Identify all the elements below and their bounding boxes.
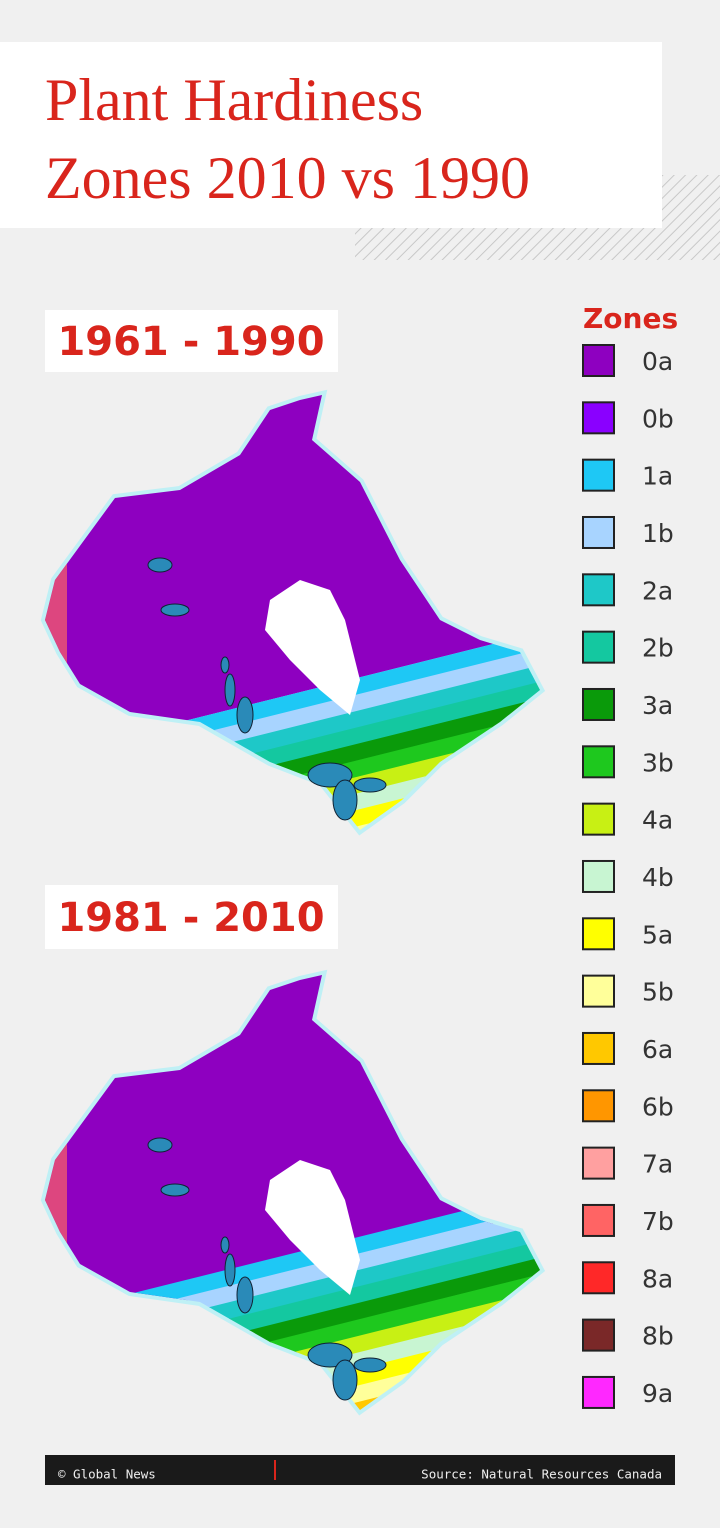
legend-label: 8a [642,1264,673,1293]
legend: 0a 0b 1a 1b 2a 2b 3a 3b 4a 4b 5a 5b 6a 6b 7a 7b 8a 8b 9a [582,344,674,1409]
legend-swatch [582,859,615,893]
legend-swatch [582,802,615,836]
legend-label: 2b [642,634,674,663]
title-box [0,42,662,228]
legend-label: 4b [642,863,674,892]
hudson-bay [265,580,360,715]
legend-swatch [582,917,615,951]
lake [220,656,230,674]
lake [236,696,254,734]
legend-label: 5a [642,920,673,949]
legend-swatch [582,1146,615,1180]
lake [147,1137,173,1153]
legend-swatch [582,1318,615,1352]
legend-swatch [582,1031,615,1065]
lake [220,1236,230,1254]
legend-label: 6b [642,1092,674,1121]
legend-label: 0a [642,347,673,376]
legend-swatch [582,458,615,492]
lake [332,779,358,821]
legend-label: 3a [642,691,673,720]
legend-label: 2a [642,576,673,605]
hudson-bay [265,1160,360,1295]
legend-swatch [582,344,615,377]
panel-label: 1981 - 2010 [57,895,324,941]
legend-swatch [582,630,615,664]
lake [353,1357,387,1373]
legend-label: 8b [642,1322,674,1351]
legend-swatch [582,974,615,1008]
legend-swatch [582,1375,615,1409]
lake [332,1359,358,1401]
legend-label: 4a [642,806,673,835]
legend-swatch [582,687,615,721]
lake [224,1253,236,1287]
legend-swatch [582,1203,615,1237]
legend-label: 1b [642,519,674,548]
legend-swatch [582,745,615,779]
legend-label: 0b [642,404,674,433]
footer-credit: © Global News [58,1467,156,1482]
zone-band [52,699,540,830]
legend-swatch [582,401,615,435]
legend-swatch [582,1261,615,1295]
panel-label-box [45,310,338,372]
lake [224,673,236,707]
legend-label: 7a [642,1150,673,1179]
title-line: Plant Hardiness [45,67,423,133]
lake [160,1183,190,1197]
legend-label: 3b [642,748,674,777]
legend-label: 7b [642,1207,674,1236]
lake [236,1276,254,1314]
zone-band [51,1275,540,1410]
legend-swatch [582,573,615,607]
legend-title: Zones [583,302,678,335]
legend-label: 9a [642,1379,673,1408]
legend-label: 5b [642,978,674,1007]
legend-label: 1a [642,462,673,491]
legend-label: 6a [642,1035,673,1064]
lake [353,777,387,793]
footer-source: Source: Natural Resources Canada [421,1467,662,1482]
legend-swatch [582,1089,615,1123]
panel-label-box [45,885,338,949]
legend-swatch [582,515,615,549]
title-line: Zones 2010 vs 1990 [45,145,530,211]
lake [160,603,190,617]
footer-bar [45,1455,675,1485]
lake [147,557,173,573]
panel-label: 1961 - 1990 [57,319,324,365]
